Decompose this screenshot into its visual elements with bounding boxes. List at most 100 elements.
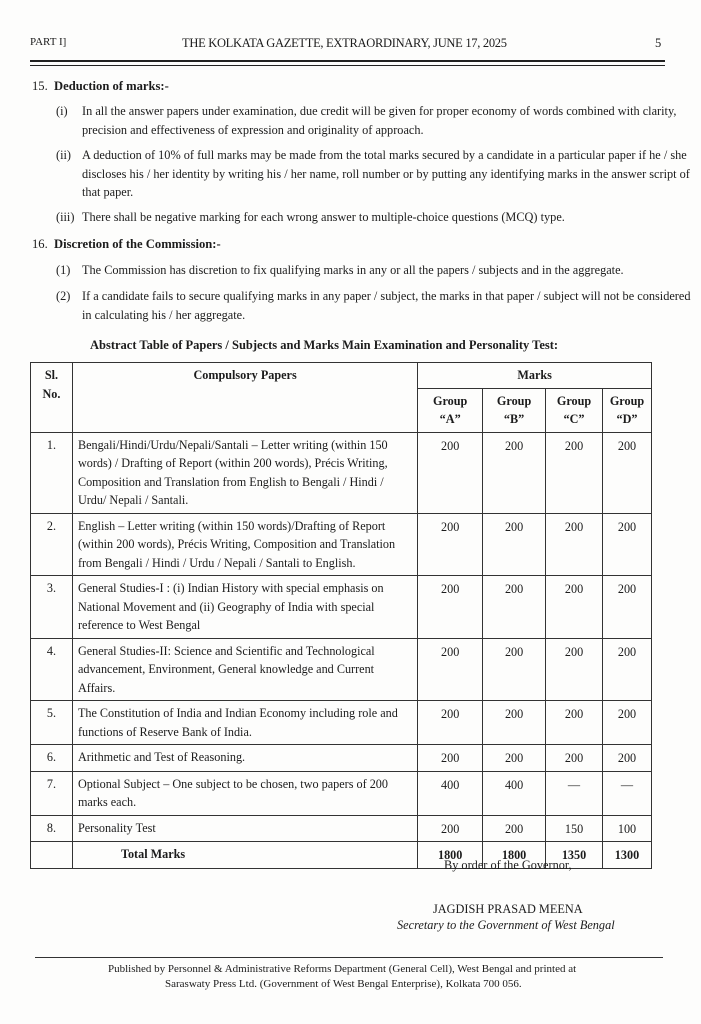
item-text: A deduction of 10% of full marks may be … xyxy=(82,148,690,199)
section-title: Deduction of marks:- xyxy=(54,79,169,93)
group-d-header: Group “D” xyxy=(601,387,653,433)
marks-cell: 200 xyxy=(601,575,653,639)
section-number: 16. xyxy=(32,237,48,251)
section-16-heading: 16. Discretion of the Commission:- xyxy=(32,235,221,253)
paper-cell: Arithmetic and Test of Reasoning. xyxy=(71,744,419,772)
item-number: (i) xyxy=(56,104,68,118)
marks-cell: 400 xyxy=(482,770,547,816)
item-text: In all the answer papers under examinati… xyxy=(82,104,677,137)
table-row: 7. Optional Subject – One subject to be … xyxy=(30,770,653,816)
marks-cell: 200 xyxy=(482,637,547,701)
group-c-header: Group “C” xyxy=(545,387,603,433)
sl-no-cell: 2. xyxy=(30,512,73,576)
item-text: If a candidate fails to secure qualifyin… xyxy=(82,289,691,322)
marks-cell: 200 xyxy=(417,512,484,576)
empty-cell xyxy=(30,841,73,869)
marks-cell: 200 xyxy=(417,431,484,514)
marks-cell: 200 xyxy=(482,814,547,842)
publisher-line-1: Published by Personnel & Administrative … xyxy=(108,963,577,975)
marks-cell: 200 xyxy=(545,512,603,576)
marks-cell: — xyxy=(601,770,653,816)
table-row: 4. General Studies-II: Science and Scien… xyxy=(30,637,653,701)
paper-cell: General Studies-II: Science and Scientif… xyxy=(71,637,419,701)
item-number: (1) xyxy=(56,263,71,277)
total-marks-cell: 1300 xyxy=(601,841,653,869)
table-caption: Abstract Table of Papers / Subjects and … xyxy=(90,338,559,352)
part-label: PART I] xyxy=(30,36,67,48)
marks-cell: 200 xyxy=(545,700,603,745)
sl-no-cell: 1. xyxy=(30,431,73,514)
sl-no-cell: 6. xyxy=(30,744,73,772)
papers-header: Compulsory Papers xyxy=(71,362,419,433)
marks-cell: 200 xyxy=(601,431,653,514)
paper-cell: Bengali/Hindi/Urdu/Nepali/Santali – Lett… xyxy=(71,431,419,514)
marks-cell: 100 xyxy=(601,814,653,842)
item-number: (iii) xyxy=(56,210,75,224)
item-number: (ii) xyxy=(56,148,72,162)
section-15-heading: 15. Deduction of marks:- xyxy=(32,77,169,95)
marks-table: Sl. No. Compulsory Papers Marks Group “A… xyxy=(30,362,653,869)
marks-cell: 200 xyxy=(482,744,547,772)
list-item: (ii) A deduction of 10% of full marks may… xyxy=(56,146,692,202)
group-b-header: Group “B” xyxy=(482,387,547,433)
paper-cell: Personality Test xyxy=(71,814,419,842)
item-text: The Commission has discretion to fix qua… xyxy=(82,263,624,277)
paper-cell: Optional Subject – One subject to be cho… xyxy=(71,770,419,816)
paper-cell: The Constitution of India and Indian Eco… xyxy=(71,700,419,745)
marks-cell: 200 xyxy=(417,575,484,639)
sl-no-cell: 7. xyxy=(30,770,73,816)
marks-cell: 200 xyxy=(601,700,653,745)
list-item: (iii) There shall be negative marking for… xyxy=(56,208,692,227)
header-rule xyxy=(30,65,665,66)
table-row: 2. English – Letter writing (within 150 … xyxy=(30,512,653,576)
page-number: 5 xyxy=(655,36,662,50)
table-row: 8. Personality Test 200 200 150 100 xyxy=(30,814,653,842)
order-text: By order of the Governor, xyxy=(444,858,572,872)
paper-cell: General Studies-I : (i) Indian History w… xyxy=(71,575,419,639)
section-title: Discretion of the Commission:- xyxy=(54,237,221,251)
list-item: (i) In all the answer papers under examin… xyxy=(56,102,692,139)
marks-cell: 200 xyxy=(545,637,603,701)
item-text: There shall be negative marking for each… xyxy=(82,210,565,224)
marks-cell: 200 xyxy=(417,744,484,772)
signatory-name: JAGDISH PRASAD MEENA xyxy=(433,902,583,916)
paper-cell: English – Letter writing (within 150 wor… xyxy=(71,512,419,576)
list-item: (1) The Commission has discretion to fix … xyxy=(56,261,692,280)
total-row: Total Marks 1800 1800 1350 1300 xyxy=(30,841,653,869)
marks-cell: 200 xyxy=(545,431,603,514)
sl-no-header: Sl. No. xyxy=(30,362,73,433)
total-marks-cell: 1800 xyxy=(482,841,547,869)
total-marks-cell: 1800 xyxy=(417,841,484,869)
sl-no-cell: 5. xyxy=(30,700,73,745)
list-item: (2) If a candidate fails to secure qualif… xyxy=(56,287,692,324)
marks-cell: — xyxy=(545,770,603,816)
total-label: Total Marks xyxy=(71,841,419,869)
marks-cell: 200 xyxy=(417,637,484,701)
marks-cell: 200 xyxy=(601,637,653,701)
table-row: 1. Bengali/Hindi/Urdu/Nepali/Santali – L… xyxy=(30,431,653,514)
marks-cell: 200 xyxy=(545,744,603,772)
table-row: 6. Arithmetic and Test of Reasoning. 200… xyxy=(30,744,653,772)
table-row: 3. General Studies-I : (i) Indian Histor… xyxy=(30,575,653,639)
marks-cell: 200 xyxy=(482,431,547,514)
marks-cell: 200 xyxy=(417,700,484,745)
sl-no-cell: 3. xyxy=(30,575,73,639)
marks-cell: 200 xyxy=(482,512,547,576)
marks-cell: 200 xyxy=(601,512,653,576)
marks-cell: 200 xyxy=(601,744,653,772)
signatory-designation: Secretary to the Government of West Beng… xyxy=(397,918,615,932)
marks-cell: 200 xyxy=(482,700,547,745)
marks-cell: 200 xyxy=(545,575,603,639)
marks-header: Marks xyxy=(417,362,652,389)
section-number: 15. xyxy=(32,79,48,93)
table-row: 5. The Constitution of India and Indian … xyxy=(30,700,653,745)
item-number: (2) xyxy=(56,289,71,303)
marks-cell: 200 xyxy=(482,575,547,639)
sl-no-cell: 4. xyxy=(30,637,73,701)
sl-no-cell: 8. xyxy=(30,814,73,842)
gazette-title: THE KOLKATA GAZETTE, EXTRAORDINARY, JUNE… xyxy=(182,36,507,50)
footer-rule xyxy=(35,957,663,958)
header-rule xyxy=(30,60,665,62)
marks-cell: 200 xyxy=(417,814,484,842)
marks-cell: 400 xyxy=(417,770,484,816)
